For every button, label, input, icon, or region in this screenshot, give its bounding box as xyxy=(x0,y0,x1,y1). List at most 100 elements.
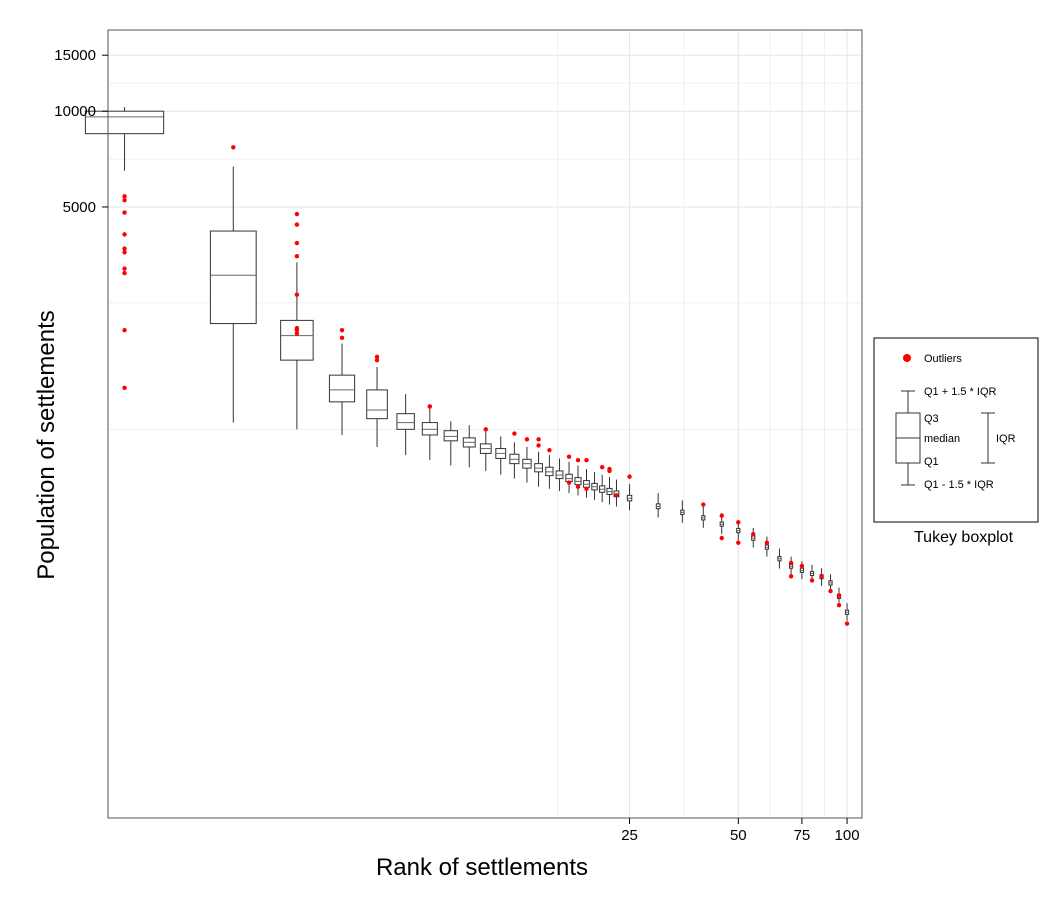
box-group xyxy=(328,343,356,435)
box-body xyxy=(328,374,356,403)
x-axis-ticks: 25 50 75 100 xyxy=(621,818,860,844)
outlier-point xyxy=(122,266,127,271)
box-group xyxy=(777,548,782,569)
outlier-point xyxy=(122,246,127,251)
outlier-point xyxy=(339,335,345,340)
outlier-point xyxy=(536,443,541,448)
outlier-point xyxy=(584,457,589,463)
outlier-point xyxy=(374,357,380,363)
outlier-point xyxy=(764,540,770,545)
x-tick-label: 100 xyxy=(835,827,860,844)
outlier-point xyxy=(566,454,572,459)
box-group xyxy=(736,520,741,541)
plot-frame xyxy=(107,29,863,819)
outlier-point xyxy=(788,560,794,566)
box-group xyxy=(844,603,850,621)
boxes-layer xyxy=(84,107,850,621)
box-group xyxy=(209,166,257,423)
outlier-point xyxy=(575,457,581,463)
legend-iqr-label: IQR xyxy=(996,433,1016,445)
outlier-point xyxy=(701,502,706,507)
legend-median-label: median xyxy=(924,433,960,445)
legend-q3-label: Q3 xyxy=(924,413,939,425)
x-tick-label: 75 xyxy=(794,827,811,844)
outlier-point xyxy=(231,145,236,150)
outlier-point xyxy=(294,331,300,336)
box-group xyxy=(509,442,520,479)
y-tick-label: 15000 xyxy=(54,47,96,64)
legend-q1-label: Q1 xyxy=(924,456,939,468)
outlier-point xyxy=(566,480,572,485)
x-tick-label: 25 xyxy=(621,827,638,844)
legend-outliers-label: Outliers xyxy=(924,353,962,365)
outlier-point xyxy=(614,493,619,498)
outlier-point xyxy=(339,327,345,333)
box-group xyxy=(680,500,685,523)
box-group xyxy=(522,446,532,483)
outlier-point xyxy=(736,520,741,525)
outlier-point xyxy=(294,240,300,246)
box-group xyxy=(421,407,438,461)
outlier-point xyxy=(719,513,724,518)
outlier-point xyxy=(799,563,805,569)
outlier-point xyxy=(809,578,815,583)
outlier-point xyxy=(547,447,552,453)
box-group xyxy=(809,564,815,583)
box-body xyxy=(443,430,458,442)
outliers-layer xyxy=(122,145,850,626)
outlier-point xyxy=(844,621,850,626)
outlier-point xyxy=(836,593,842,598)
box-group xyxy=(788,556,794,576)
box-group xyxy=(655,493,661,518)
box-body xyxy=(209,230,257,325)
box-group xyxy=(701,506,706,528)
x-tick-label: 50 xyxy=(730,827,747,844)
y-tick-label: 5000 xyxy=(63,199,96,216)
legend-lower-whisker-label: Q1 - 1.5 * IQR xyxy=(924,479,994,491)
outlier-point xyxy=(607,468,612,474)
outlier-point xyxy=(575,484,581,489)
box-group xyxy=(545,455,554,489)
box-group xyxy=(591,471,598,500)
outlier-point xyxy=(483,427,488,432)
box-group xyxy=(396,394,415,456)
outlier-point xyxy=(627,474,632,479)
legend-upper-whisker-label: Q1 + 1.5 * IQR xyxy=(924,386,997,398)
outlier-point xyxy=(374,354,380,360)
outlier-point xyxy=(788,574,794,579)
outlier-point xyxy=(122,250,127,255)
box-body xyxy=(396,413,415,430)
outlier-point xyxy=(122,210,127,215)
box-group xyxy=(534,451,543,487)
outlier-point xyxy=(294,254,300,259)
box-group xyxy=(443,421,458,466)
outlier-point xyxy=(736,540,741,545)
outlier-point xyxy=(719,535,724,541)
box-group xyxy=(606,477,613,505)
box-group xyxy=(280,262,314,430)
outlier-point xyxy=(427,404,433,409)
outlier-point xyxy=(524,437,530,442)
box-group xyxy=(84,107,165,171)
plot-panel xyxy=(108,30,862,818)
box-group xyxy=(479,430,492,471)
outlier-point xyxy=(294,211,300,217)
box-body xyxy=(421,422,438,436)
y-axis-ticks: 5000 10000 15000 xyxy=(54,47,108,216)
outlier-point xyxy=(819,574,824,579)
y-axis-title: Population of settlements xyxy=(33,310,60,580)
outlier-point xyxy=(122,198,127,203)
box-body xyxy=(366,389,388,420)
legend-outlier-dot xyxy=(903,354,911,362)
legend-caption: Tukey boxplot xyxy=(914,529,1014,546)
box-group xyxy=(599,474,606,503)
y-tick-label: 10000 xyxy=(54,103,96,120)
outlier-point xyxy=(122,232,127,237)
box-group xyxy=(555,458,564,491)
outlier-point xyxy=(836,602,842,608)
outlier-point xyxy=(122,194,127,199)
legend: Outliers Q1 + 1.5 * IQR Q3 median Q1 Q1 … xyxy=(873,337,1039,523)
outlier-point xyxy=(122,385,127,391)
box-group xyxy=(462,425,476,468)
